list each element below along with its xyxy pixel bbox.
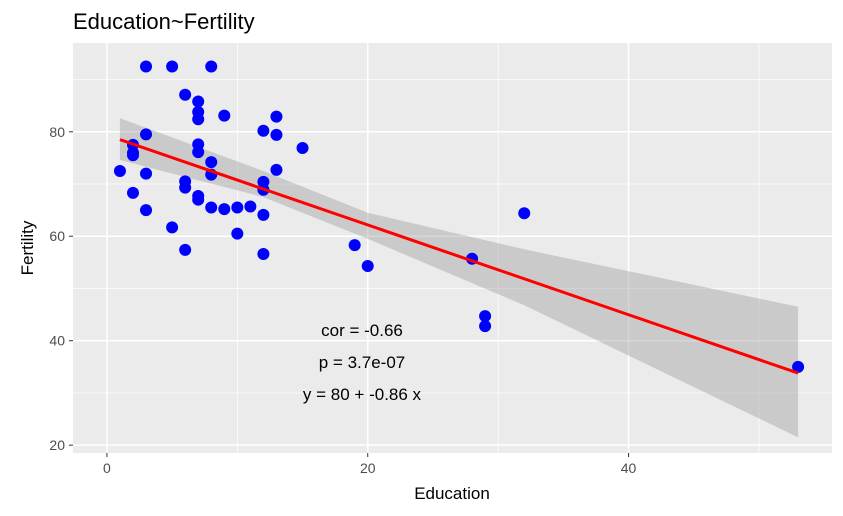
data-point xyxy=(218,109,231,122)
data-point xyxy=(296,141,309,154)
data-point xyxy=(166,221,179,234)
data-point xyxy=(270,163,283,176)
x-axis-title: Education xyxy=(414,484,490,503)
x-tick-label: 20 xyxy=(360,460,376,476)
data-point xyxy=(205,60,218,73)
data-point xyxy=(192,95,205,108)
points-layer xyxy=(113,60,805,373)
y-axis-title: Fertility xyxy=(18,220,37,275)
chart-title: Education~Fertility xyxy=(73,9,255,34)
data-point xyxy=(348,239,361,252)
x-tick-label: 40 xyxy=(621,460,637,476)
data-point xyxy=(244,200,257,213)
data-point xyxy=(257,208,270,221)
data-point xyxy=(140,60,153,73)
grid-lines xyxy=(73,43,832,453)
data-point xyxy=(270,110,283,123)
data-point xyxy=(518,207,531,220)
data-point xyxy=(479,320,492,333)
data-point xyxy=(205,201,218,214)
data-point xyxy=(792,360,805,373)
data-point xyxy=(257,124,270,137)
data-point xyxy=(257,248,270,261)
y-axis: 20 40 60 80 xyxy=(49,124,73,453)
data-point xyxy=(140,167,153,180)
p-value-annotation: p = 3.7e-07 xyxy=(319,353,406,372)
y-tick-label: 40 xyxy=(49,333,65,349)
data-point xyxy=(126,149,139,162)
data-point xyxy=(361,260,374,273)
fit-line-layer xyxy=(119,138,799,375)
data-point xyxy=(192,146,205,159)
correlation-annotation: cor = -0.66 xyxy=(321,321,403,340)
x-tick-label: 0 xyxy=(103,460,111,476)
data-point xyxy=(166,60,179,73)
y-tick-label: 60 xyxy=(49,228,65,244)
data-point xyxy=(140,128,153,141)
y-tick-label: 20 xyxy=(49,437,65,453)
data-point xyxy=(179,88,192,101)
data-point xyxy=(140,204,153,217)
data-point xyxy=(192,113,205,126)
y-tick-label: 80 xyxy=(49,124,65,140)
data-point xyxy=(205,156,218,169)
data-point xyxy=(113,164,126,177)
data-point xyxy=(479,310,492,323)
data-point xyxy=(126,186,139,199)
regression-line xyxy=(119,138,799,375)
data-point xyxy=(192,193,205,206)
data-point xyxy=(270,128,283,141)
equation-annotation: y = 80 + -0.86 x xyxy=(303,385,422,404)
data-point xyxy=(231,227,244,240)
data-point xyxy=(179,181,192,194)
data-point xyxy=(231,201,244,214)
x-axis: 0 20 40 xyxy=(103,453,637,476)
data-point xyxy=(218,203,231,216)
data-point xyxy=(179,243,192,256)
